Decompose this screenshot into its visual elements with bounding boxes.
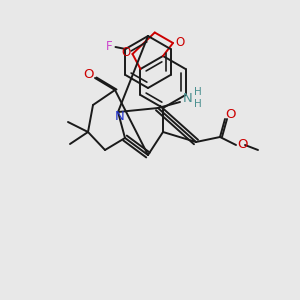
Text: N: N [183,92,193,104]
Text: N: N [115,110,125,124]
Text: O: O [83,68,93,82]
Text: O: O [225,109,235,122]
Text: O: O [176,35,184,49]
Text: O: O [122,46,131,59]
Text: O: O [237,139,247,152]
Text: H: H [194,99,202,109]
Text: H: H [194,87,202,97]
Text: F: F [106,40,113,52]
